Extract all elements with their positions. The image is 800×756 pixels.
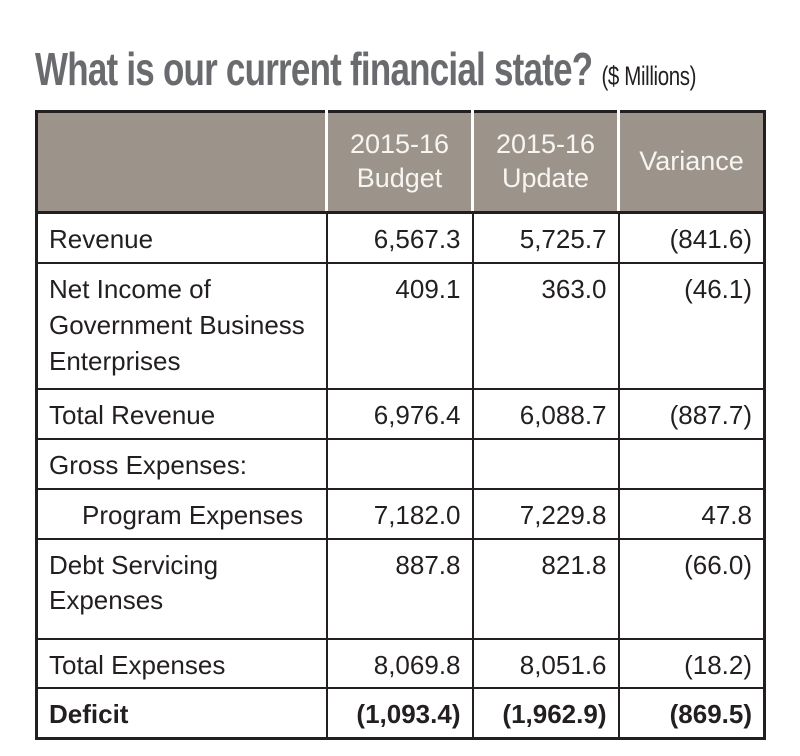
table-row-net-income-gbe: Net Income of Government Business Enterp…: [35, 261, 766, 390]
header-variance-cell: Variance: [617, 111, 765, 214]
row-label: Total Expenses: [35, 637, 328, 690]
variance-cell: (841.6): [617, 211, 766, 264]
page-title-units: ($ Millions): [601, 61, 697, 91]
row-label: Revenue: [35, 211, 328, 264]
update-cell: 821.8: [471, 537, 620, 640]
variance-cell: (66.0): [617, 537, 766, 640]
row-label: Program Expenses: [35, 487, 328, 540]
budget-cell: 409.1: [325, 261, 474, 390]
header-row: 2015-16 Budget 2015-16 Update Variance: [36, 111, 765, 214]
financial-table: 2015-16 Budget 2015-16 Update Variance R…: [35, 110, 766, 741]
page-title: What is our current financial state? ($ …: [35, 42, 696, 96]
update-cell: [471, 437, 620, 490]
budget-cell: 6,976.4: [325, 387, 474, 440]
table-row-deficit: Deficit (1,093.4) (1,962.9) (869.5): [35, 687, 766, 740]
table-row-total-expenses: Total Expenses 8,069.8 8,051.6 (18.2): [35, 637, 766, 690]
variance-cell: 47.8: [617, 487, 766, 540]
update-cell: 8,051.6: [471, 637, 620, 690]
variance-cell: (869.5): [617, 687, 766, 740]
budget-cell: 6,567.3: [325, 211, 474, 264]
table-row-total-revenue: Total Revenue 6,976.4 6,088.7 (887.7): [35, 387, 766, 440]
variance-cell: (18.2): [617, 637, 766, 690]
row-label: Total Revenue: [35, 387, 328, 440]
row-label: Deficit: [35, 687, 328, 740]
update-cell: 5,725.7: [471, 211, 620, 264]
variance-cell: [617, 437, 766, 490]
variance-cell: (46.1): [617, 261, 766, 390]
update-cell: 363.0: [471, 261, 620, 390]
table-row-gross-expenses: Gross Expenses:: [35, 437, 766, 490]
page-title-text: What is our current financial state?: [35, 43, 593, 95]
budget-cell: (1,093.4): [325, 687, 474, 740]
budget-cell: 7,182.0: [325, 487, 474, 540]
header-blank-cell: [36, 111, 327, 214]
header-update-cell: 2015-16 Update: [471, 111, 619, 214]
budget-cell: [325, 437, 474, 490]
row-label: Gross Expenses:: [35, 437, 328, 490]
update-cell: 6,088.7: [471, 387, 620, 440]
row-label: Debt Servicing Expenses: [35, 537, 328, 640]
variance-cell: (887.7): [617, 387, 766, 440]
table-header: 2015-16 Budget 2015-16 Update Variance: [36, 111, 765, 214]
row-label: Net Income of Government Business Enterp…: [35, 261, 328, 390]
budget-cell: 887.8: [325, 537, 474, 640]
table-row-debt-servicing-expenses: Debt Servicing Expenses 887.8 821.8 (66.…: [35, 537, 766, 640]
table-row-program-expenses: Program Expenses 7,182.0 7,229.8 47.8: [35, 487, 766, 540]
update-cell: (1,962.9): [471, 687, 620, 740]
table-row-revenue: Revenue 6,567.3 5,725.7 (841.6): [35, 211, 766, 264]
update-cell: 7,229.8: [471, 487, 620, 540]
header-budget-cell: 2015-16 Budget: [325, 111, 473, 214]
budget-cell: 8,069.8: [325, 637, 474, 690]
